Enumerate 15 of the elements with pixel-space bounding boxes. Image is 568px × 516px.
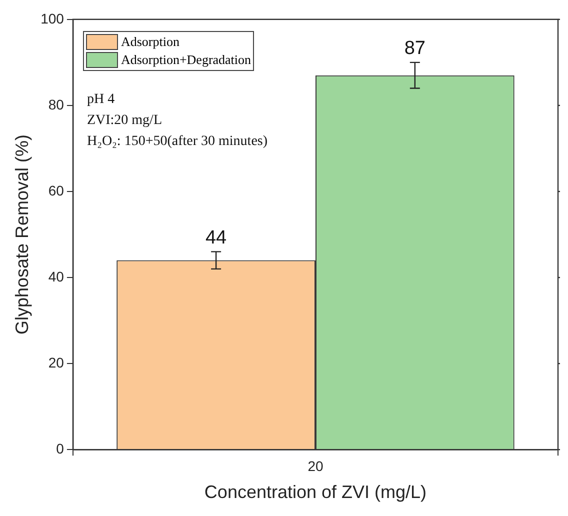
data-label: 44 — [205, 227, 228, 248]
legend-label: Adsorption — [120, 34, 180, 50]
y-tick-label: 0 — [56, 440, 64, 456]
annotation: H₂O₂: 150+50(after 30 minutes) — [86, 133, 268, 152]
y-tick-label: 100 — [40, 10, 64, 26]
annotation: pH 4 — [86, 91, 116, 110]
y-tick-label: 80 — [48, 96, 64, 112]
annotation: ZVI:20 mg/L — [86, 112, 163, 130]
y-tick-label: 40 — [48, 268, 64, 284]
data-label: 87 — [404, 38, 426, 60]
y-tick-label: 20 — [48, 354, 64, 370]
x-axis-title: Concentration of ZVI (mg/L) — [204, 482, 427, 502]
y-tick-label: 60 — [48, 182, 64, 198]
legend-label: Adsorption+Degradation — [120, 52, 252, 68]
y-axis-title: Glyphosate Removal (%) — [12, 134, 32, 335]
